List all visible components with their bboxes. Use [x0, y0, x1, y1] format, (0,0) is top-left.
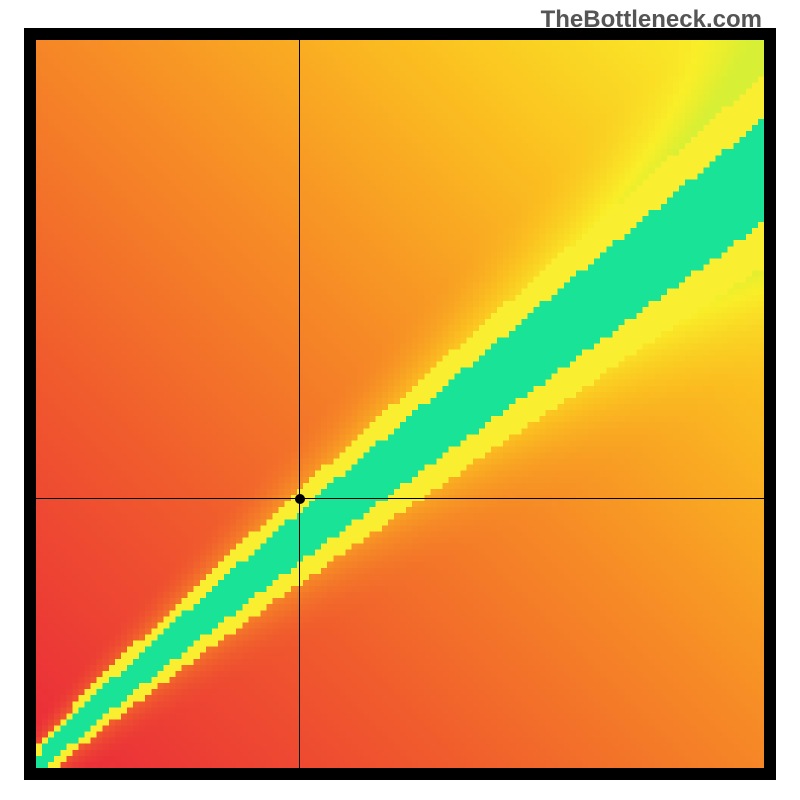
watermark-text: TheBottleneck.com	[541, 6, 762, 34]
heatmap-canvas	[36, 40, 764, 768]
bottleneck-heatmap-chart: TheBottleneck.com	[0, 0, 800, 800]
